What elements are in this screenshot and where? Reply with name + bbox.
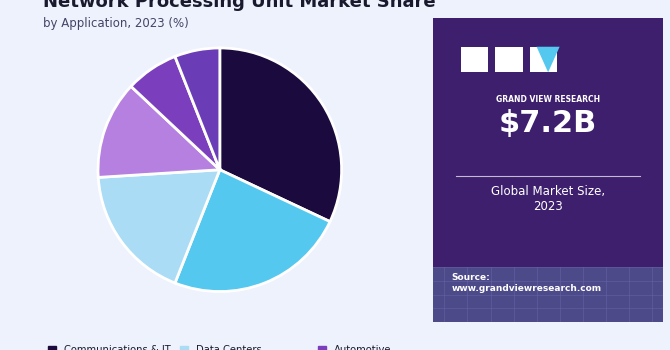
Wedge shape bbox=[98, 86, 220, 177]
Text: Source:
www.grandviewresearch.com: Source: www.grandviewresearch.com bbox=[452, 273, 602, 293]
Wedge shape bbox=[98, 170, 220, 283]
Text: Network Processing Unit Market Share: Network Processing Unit Market Share bbox=[43, 0, 436, 11]
FancyBboxPatch shape bbox=[433, 267, 663, 322]
Text: Global Market Size,
2023: Global Market Size, 2023 bbox=[491, 185, 605, 213]
Wedge shape bbox=[220, 48, 342, 222]
FancyBboxPatch shape bbox=[460, 47, 488, 72]
Legend: Communications & IT, Consumer Electronics, Data Centers, Military & Government, : Communications & IT, Consumer Electronic… bbox=[45, 342, 395, 350]
Wedge shape bbox=[175, 170, 330, 292]
Wedge shape bbox=[131, 56, 220, 170]
Text: GRAND VIEW RESEARCH: GRAND VIEW RESEARCH bbox=[496, 95, 600, 104]
Polygon shape bbox=[537, 47, 559, 72]
FancyBboxPatch shape bbox=[530, 47, 557, 72]
FancyBboxPatch shape bbox=[495, 47, 523, 72]
Text: $7.2B: $7.2B bbox=[499, 109, 597, 138]
Text: by Application, 2023 (%): by Application, 2023 (%) bbox=[43, 18, 189, 30]
Wedge shape bbox=[175, 48, 220, 170]
FancyBboxPatch shape bbox=[433, 18, 663, 322]
